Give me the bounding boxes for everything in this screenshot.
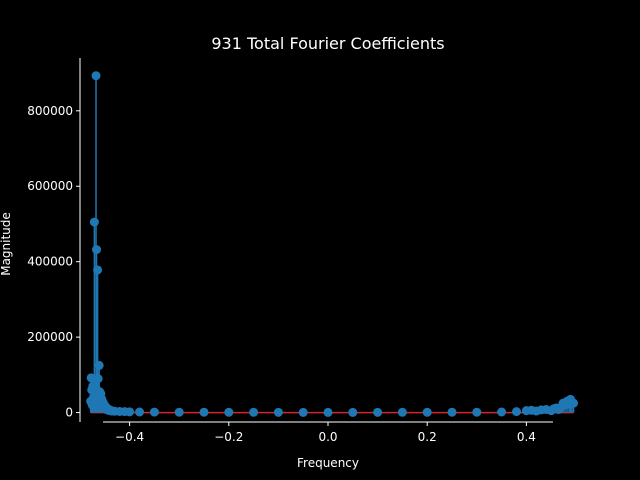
y-axis-label: Magnitude [0,212,13,276]
y-tick-label: 600000 [27,179,73,193]
stem-marker [569,398,579,408]
stem-marker [447,407,457,417]
x-tick-label: 0.0 [318,430,337,444]
stem-marker [348,407,358,417]
stem-marker [135,407,145,417]
stem-marker [89,217,99,227]
x-axis-label: Frequency [297,456,359,470]
x-tick-label: 0.4 [517,430,536,444]
y-tick-label: 400000 [27,255,73,269]
stem-marker [92,245,102,255]
stem-marker [149,407,159,417]
x-tick-label: −0.4 [115,430,144,444]
stem-marker [199,407,209,417]
y-tick-label: 200000 [27,330,73,344]
stems [86,71,579,417]
x-tick-label: 0.2 [418,430,437,444]
stem-marker [125,407,135,417]
x-tick-label: −0.2 [214,430,243,444]
ticks: −0.4 −0.2 0.0 0.2 0.4 0 200000 400000 600000 8000… [27,104,536,444]
stem-marker [373,407,383,417]
stem-marker [511,407,521,417]
axes [79,58,553,423]
y-tick-label: 800000 [27,104,73,118]
stem-marker [273,407,283,417]
stem-marker [323,407,333,417]
stem-marker [94,360,104,370]
stem-marker [224,407,234,417]
stem-marker [497,407,507,417]
stem-marker [93,374,103,384]
chart-title: 931 Total Fourier Coefficients [211,34,444,53]
stem-marker [93,265,103,275]
stem-marker [91,71,101,81]
y-tick-label: 0 [65,406,73,420]
stem-marker [174,407,184,417]
stem-marker [422,407,432,417]
stem-marker [249,407,259,417]
stem-marker [397,407,407,417]
stem-marker [472,407,482,417]
stem-marker [298,407,308,417]
